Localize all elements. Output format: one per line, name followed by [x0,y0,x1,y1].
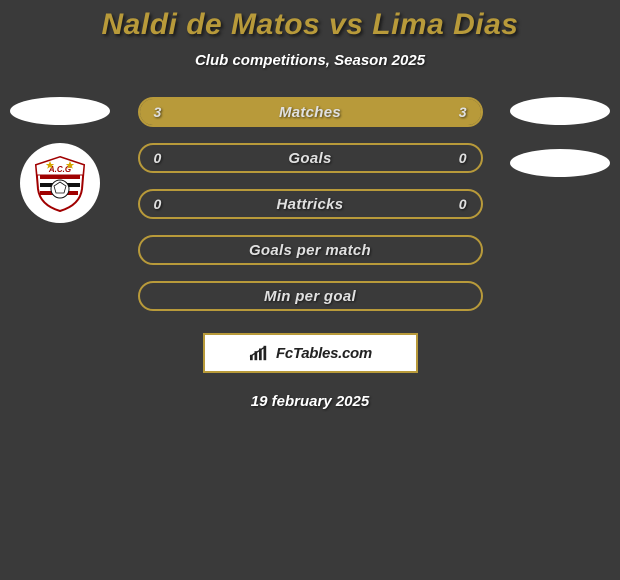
stat-right-value: 3 [459,104,467,120]
stat-row-min-per-goal: Min per goal [138,281,483,311]
main-area: A.C.G 3 Matches [0,97,620,410]
stat-label: Matches [279,104,341,121]
stat-label: Hattricks [277,196,344,213]
left-player-column: A.C.G [10,97,110,223]
stat-label: Goals per match [249,242,371,259]
stat-label: Goals [288,150,331,167]
stat-left-value: 0 [154,196,162,212]
infographic-root: Naldi de Matos vs Lima Dias Club competi… [0,0,620,410]
stat-row-matches: 3 Matches 3 [138,97,483,127]
left-club-badge: A.C.G [20,143,100,223]
page-title: Naldi de Matos vs Lima Dias [0,8,620,42]
stat-row-goals-per-match: Goals per match [138,235,483,265]
date-text: 19 february 2025 [0,393,620,410]
stat-label: Min per goal [264,288,356,305]
brand-box: FcTables.com [203,333,418,373]
stat-row-hattricks: 0 Hattricks 0 [138,189,483,219]
subtitle: Club competitions, Season 2025 [0,52,620,69]
stat-left-value: 0 [154,150,162,166]
stat-row-goals: 0 Goals 0 [138,143,483,173]
left-player-ellipse [10,97,110,125]
right-player-column [510,97,610,177]
stat-left-value: 3 [154,104,162,120]
stat-right-value: 0 [459,196,467,212]
stat-right-value: 0 [459,150,467,166]
brand-text: FcTables.com [276,345,372,362]
club-shield-icon: A.C.G [30,153,90,213]
stats-pills: 3 Matches 3 0 Goals 0 0 Hattricks 0 [138,97,483,311]
bar-chart-icon [248,344,270,362]
right-player-ellipse-1 [510,97,610,125]
right-player-ellipse-2 [510,149,610,177]
